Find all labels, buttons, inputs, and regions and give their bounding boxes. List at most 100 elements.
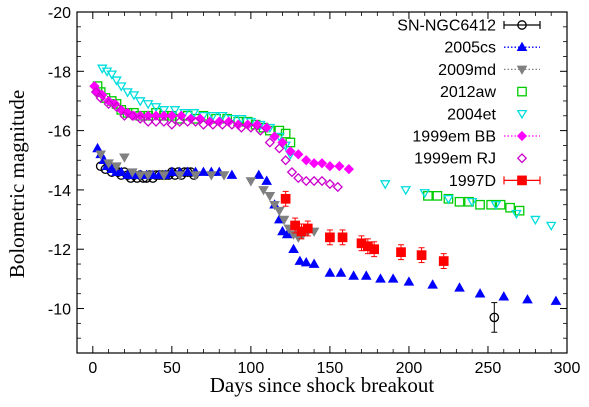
axes: 0 50 100 150 200 250 300 -20 -18 -16 -14 -12 -10: [48, 5, 581, 377]
data-point: [111, 76, 122, 86]
data-point: [324, 178, 336, 190]
data-point: [143, 110, 154, 121]
legend-label: SN-NGC6412: [397, 18, 496, 35]
legend-entry: 1999em BB: [412, 129, 540, 146]
data-point: [236, 114, 247, 125]
data-point: [236, 122, 247, 133]
y-tick-label: -12: [48, 242, 71, 259]
legend-marker: [517, 86, 527, 97]
legend-label: 2009md: [438, 62, 496, 79]
data-point: [490, 200, 502, 211]
data-point: [286, 167, 298, 178]
data-point: [135, 113, 146, 124]
data-point: [281, 228, 293, 239]
legend-marker: [516, 153, 528, 164]
data-point: [143, 116, 154, 127]
data-point: [301, 175, 312, 187]
y-tick-label: -14: [48, 183, 71, 200]
series-sn-ngc6412: [95, 161, 500, 333]
data-point: [261, 175, 272, 185]
data-point: [166, 119, 177, 130]
legend-marker: [517, 175, 527, 186]
legend-entry: 2005cs: [444, 40, 540, 57]
data-point: [464, 196, 474, 207]
plot-area: [89, 64, 562, 333]
data-point: [115, 166, 127, 176]
legend-entry: 2009md: [438, 62, 540, 79]
data-point: [135, 110, 146, 121]
data-point: [387, 273, 399, 283]
data-point: [486, 199, 496, 210]
data-point: [264, 192, 276, 202]
data-point: [127, 168, 138, 178]
data-point: [169, 106, 181, 116]
data-point: [96, 64, 108, 74]
data-point: [403, 276, 415, 286]
legend-marker: [516, 41, 528, 51]
data-point: [545, 221, 557, 232]
y-tick-label: -20: [48, 5, 71, 22]
y-tick-label: -18: [48, 64, 71, 81]
data-point: [324, 267, 336, 277]
data-point: [101, 67, 113, 77]
data-point: [264, 137, 275, 148]
data-point: [218, 171, 230, 181]
data-point: [217, 119, 228, 130]
data-point: [122, 169, 133, 179]
data-point: [207, 119, 219, 130]
data-point: [103, 159, 114, 169]
data-point: [255, 125, 266, 136]
series-1999em-rj: [90, 86, 343, 193]
data-point: [274, 206, 285, 217]
y-tick-label: -16: [48, 124, 71, 141]
data-point: [530, 215, 541, 226]
data-point: [375, 273, 386, 283]
data-point: [325, 232, 335, 243]
series-1997d: [280, 190, 449, 269]
legend-label: 2004et: [447, 106, 496, 123]
data-point: [550, 295, 562, 305]
data-point: [226, 119, 238, 130]
data-point: [269, 131, 280, 142]
data-point: [278, 215, 290, 226]
data-point: [324, 161, 336, 172]
x-tick-label: 50: [163, 360, 181, 377]
data-point: [294, 255, 306, 265]
series-2005cs: [92, 142, 562, 305]
data-point: [443, 195, 454, 205]
data-point: [134, 97, 146, 107]
data-point: [174, 116, 185, 127]
x-tick-label: 150: [317, 360, 344, 377]
data-point: [511, 209, 522, 220]
data-point: [416, 250, 427, 260]
legend-marker: [516, 65, 528, 75]
data-point: [400, 186, 412, 196]
data-point: [343, 164, 354, 175]
x-tick-label: 200: [396, 360, 423, 377]
data-point: [95, 92, 106, 104]
data-point: [332, 181, 343, 193]
data-point: [150, 116, 162, 127]
data-point: [150, 103, 162, 113]
data-point: [111, 101, 122, 113]
data-point: [495, 199, 506, 210]
data-point: [174, 171, 186, 181]
legend-label: 1999em RJ: [414, 151, 496, 168]
data-point: [134, 171, 146, 181]
data-point: [95, 150, 107, 160]
data-point: [258, 186, 269, 196]
data-point: [293, 149, 304, 160]
data-point: [103, 98, 114, 110]
data-point: [158, 116, 170, 127]
data-point: [103, 95, 114, 107]
legend-entry: SN-NGC6412: [397, 18, 541, 35]
data-point: [301, 155, 312, 166]
data-point: [274, 125, 285, 136]
data-point: [106, 163, 118, 173]
data-point: [427, 279, 438, 289]
legend-marker: [517, 20, 527, 30]
legend-marker: [516, 130, 528, 142]
x-tick-label: 0: [88, 360, 97, 377]
data-point: [190, 171, 201, 181]
data-point: [245, 122, 256, 133]
